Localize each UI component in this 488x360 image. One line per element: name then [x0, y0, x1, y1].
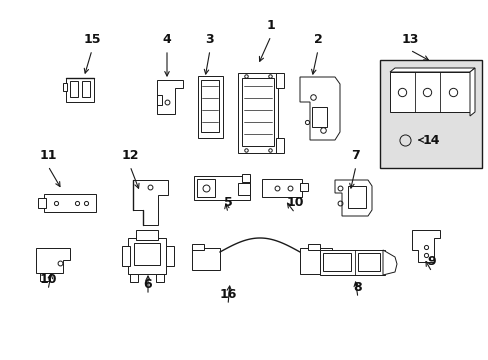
Bar [379, 60, 481, 168]
Bar [70, 81, 78, 97]
Polygon shape [299, 77, 339, 140]
Bar [63, 83, 67, 91]
Text: 13: 13 [401, 33, 418, 46]
Bar [197, 179, 215, 197]
Bar [136, 230, 158, 240]
Text: 10: 10 [39, 273, 57, 286]
Bar [357, 253, 379, 271]
Text: 7: 7 [351, 149, 360, 162]
Bar [299, 248, 331, 274]
Polygon shape [469, 68, 474, 116]
Bar [192, 244, 203, 250]
Bar [192, 248, 220, 270]
Bar [311, 107, 326, 127]
Bar [165, 246, 174, 266]
Bar [275, 73, 284, 88]
Bar [347, 186, 365, 208]
Bar [44, 194, 96, 212]
Polygon shape [334, 180, 371, 216]
Bar [82, 81, 90, 97]
Bar [389, 72, 469, 112]
Polygon shape [157, 80, 183, 114]
Bar [238, 73, 278, 153]
Text: 10: 10 [285, 196, 303, 209]
Text: 2: 2 [313, 33, 322, 46]
Bar [134, 243, 160, 265]
Bar [38, 198, 46, 208]
Text: 12: 12 [121, 149, 139, 162]
Bar [275, 138, 284, 153]
Text: 15: 15 [83, 33, 101, 46]
Polygon shape [382, 250, 396, 275]
Bar [194, 176, 249, 200]
Bar [66, 78, 94, 102]
Bar [157, 95, 162, 105]
Bar [242, 78, 273, 146]
Polygon shape [36, 248, 70, 273]
Text: 11: 11 [39, 149, 57, 162]
Bar [307, 244, 319, 250]
Bar [40, 273, 50, 281]
Text: 6: 6 [143, 278, 152, 291]
Bar [262, 179, 302, 197]
Polygon shape [133, 180, 168, 225]
Text: 3: 3 [205, 33, 214, 46]
Bar [319, 250, 384, 275]
Text: 1: 1 [266, 19, 275, 32]
Bar [299, 183, 307, 191]
Bar [122, 246, 130, 266]
Text: 5: 5 [223, 196, 232, 209]
Bar [128, 238, 165, 274]
Bar [201, 80, 219, 132]
Text: 16: 16 [219, 288, 236, 301]
Bar [323, 253, 350, 271]
Bar [130, 274, 138, 282]
Text: 14: 14 [422, 134, 440, 147]
Polygon shape [411, 230, 439, 262]
Polygon shape [389, 68, 474, 72]
Bar [156, 274, 163, 282]
Bar [198, 76, 223, 138]
Bar [238, 183, 249, 195]
Text: 4: 4 [163, 33, 171, 46]
Text: 8: 8 [353, 281, 362, 294]
Bar [242, 174, 249, 182]
Text: 9: 9 [427, 255, 435, 268]
